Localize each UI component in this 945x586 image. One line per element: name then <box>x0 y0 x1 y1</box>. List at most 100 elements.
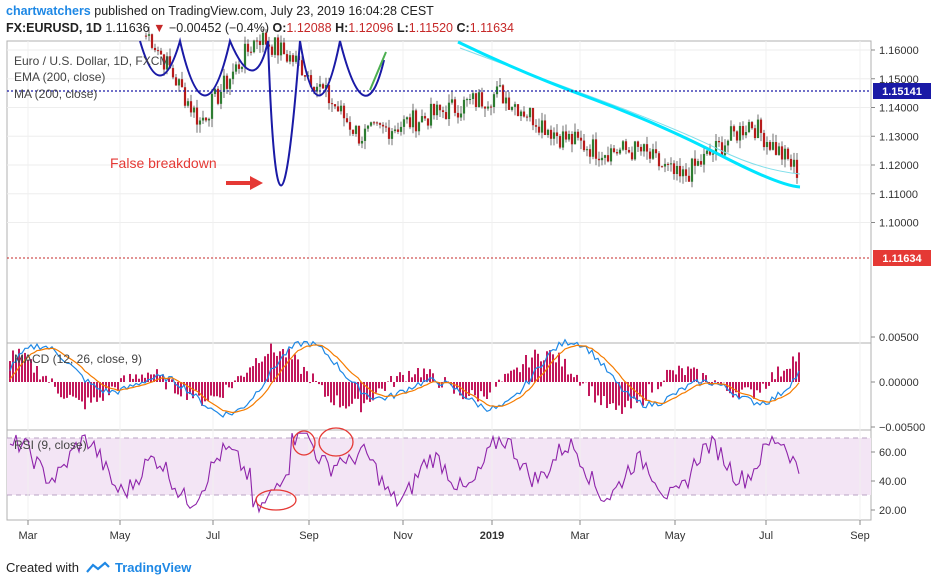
candle-body <box>519 111 523 117</box>
candle-body <box>159 50 163 55</box>
candle-body <box>735 131 739 141</box>
candle-body <box>204 117 208 121</box>
candle-body <box>681 169 685 177</box>
candle-body <box>684 169 688 176</box>
instrument-legend[interactable]: Euro / U.S. Dollar, 1D, FXCM <box>14 54 170 68</box>
candle-body <box>555 132 559 137</box>
candle-body <box>525 116 529 118</box>
time-tick-label: 2019 <box>480 530 504 542</box>
candle-body <box>303 75 307 77</box>
candle-body <box>501 85 505 104</box>
candle-body <box>729 126 733 141</box>
candle-body <box>237 64 241 69</box>
macd-legend[interactable]: MACD (12, 26, close, 9) <box>14 352 143 366</box>
candle-body <box>567 133 571 140</box>
candle-body <box>309 75 313 87</box>
price-tick-label: 1.16000 <box>879 45 919 57</box>
low-label: L: <box>396 21 409 35</box>
candle-body <box>603 155 607 158</box>
arrow-icon <box>226 176 263 190</box>
candle-body <box>459 113 463 118</box>
close-label: C: <box>456 21 470 35</box>
ema-legend[interactable]: EMA (200, close) <box>14 70 106 84</box>
candle-body <box>441 110 445 113</box>
last-price: 1.11636 <box>105 21 150 35</box>
candle-body <box>675 165 679 175</box>
candle-body <box>249 51 253 53</box>
candle-body <box>621 141 625 150</box>
candle-body <box>531 108 535 126</box>
macd-line <box>9 338 800 418</box>
candle-body <box>156 50 160 52</box>
candle-body <box>474 93 478 108</box>
macd-series <box>9 338 800 418</box>
candle-body <box>588 149 592 157</box>
publisher-name[interactable]: chartwatchers <box>6 4 91 18</box>
candle-body <box>366 125 370 129</box>
candle-body <box>480 92 484 107</box>
candle-body <box>792 159 796 167</box>
candle-body <box>768 142 772 150</box>
candle-body <box>432 103 436 116</box>
signal-line <box>9 344 800 414</box>
candle-body <box>486 106 490 109</box>
candle-body <box>222 75 226 92</box>
candle-body <box>537 126 541 133</box>
candle-body <box>642 144 646 152</box>
candle-body <box>657 153 661 167</box>
candle-body <box>582 140 586 151</box>
candle-body <box>789 158 793 167</box>
candle-body <box>711 153 715 155</box>
candle-body <box>612 148 616 153</box>
green-pattern-line <box>369 51 387 91</box>
candle-body <box>570 133 574 145</box>
candle-body <box>216 88 220 104</box>
candle-body <box>495 86 499 95</box>
candle-body <box>660 166 664 168</box>
candle-body <box>390 131 394 139</box>
ma-legend[interactable]: MA (200, close) <box>14 87 98 101</box>
candle-body <box>411 110 415 128</box>
candle-body <box>549 129 553 139</box>
candle-body <box>210 93 214 119</box>
candle-body <box>585 149 589 151</box>
candle-body <box>189 101 193 113</box>
candle-body <box>372 122 376 124</box>
candle-body <box>477 92 481 108</box>
candle-body <box>195 107 199 125</box>
macd-tick-label: −0.00500 <box>879 422 925 434</box>
candle-body <box>552 132 556 139</box>
candle-body <box>513 104 517 107</box>
candle-body <box>219 91 223 104</box>
candle-body <box>654 149 658 154</box>
candle-body <box>627 149 631 153</box>
candle-body <box>402 119 406 127</box>
candle-body <box>144 35 148 37</box>
candle-body <box>396 129 400 132</box>
candle-body <box>387 127 391 139</box>
rsi-axis: 60.00 40.00 20.00 <box>871 447 907 517</box>
time-tick-label: Jul <box>759 530 773 542</box>
candle-body <box>444 112 448 119</box>
candle-body <box>516 104 520 117</box>
price-change: −0.00452 (−0.4%) <box>168 21 270 35</box>
candle-body <box>546 129 550 135</box>
candles <box>144 26 799 188</box>
rsi-legend[interactable]: RSI (9, close) <box>14 438 87 452</box>
price-panel[interactable] <box>6 40 872 344</box>
candle-body <box>744 132 748 136</box>
candle-body <box>333 104 337 107</box>
tradingview-brand[interactable]: TradingView <box>114 560 192 575</box>
candle-body <box>528 108 532 118</box>
candle-body <box>183 87 187 106</box>
candle-body <box>186 101 190 106</box>
candle-body <box>285 54 289 62</box>
candle-body <box>273 37 277 55</box>
candle-body <box>198 120 202 125</box>
candle-body <box>594 139 598 159</box>
candle-body <box>600 157 604 161</box>
candle-body <box>354 125 358 134</box>
candle-body <box>357 125 361 144</box>
candle-body <box>540 120 544 133</box>
